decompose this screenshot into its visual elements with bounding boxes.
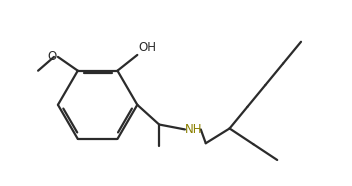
Text: O: O — [48, 50, 57, 63]
Text: OH: OH — [138, 41, 156, 54]
Text: NH: NH — [185, 123, 203, 136]
